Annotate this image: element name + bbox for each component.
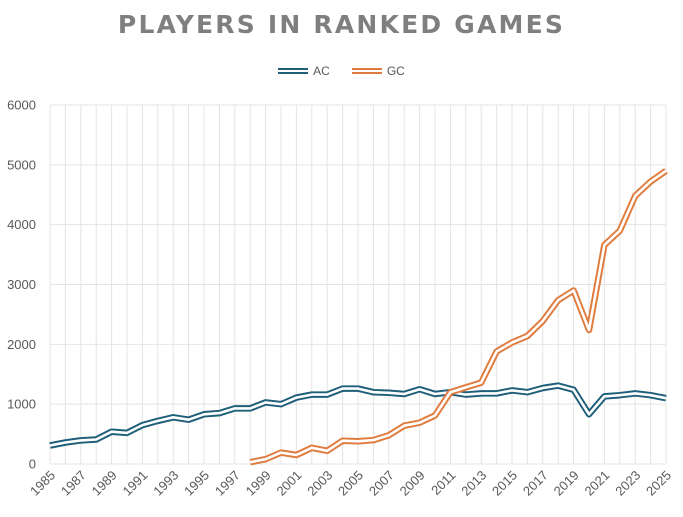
x-tick-label: 2003 bbox=[304, 468, 335, 499]
x-tick-label: 1987 bbox=[58, 468, 89, 499]
series-line-gc bbox=[249, 168, 668, 466]
x-tick-label: 2017 bbox=[520, 468, 551, 499]
legend-label-gc: GC bbox=[386, 64, 405, 78]
y-tick-label: 5000 bbox=[7, 157, 36, 172]
x-tick-label: 1999 bbox=[243, 468, 274, 499]
legend-item-gc: GC bbox=[351, 64, 405, 78]
x-tick-label: 2009 bbox=[397, 468, 428, 499]
legend: AC GC bbox=[0, 64, 683, 78]
series-line-inner-ac bbox=[49, 384, 667, 447]
x-tick-label: 2013 bbox=[458, 468, 489, 499]
series-line-inner-gc bbox=[249, 169, 667, 464]
y-tick-label: 1000 bbox=[7, 397, 36, 412]
x-tick-label: 2005 bbox=[335, 468, 366, 499]
x-tick-label: 1993 bbox=[150, 468, 181, 499]
x-tick-label: 1991 bbox=[119, 468, 150, 499]
x-tick-label: 1989 bbox=[89, 468, 120, 499]
chart-title: PLAYERS IN RANKED GAMES bbox=[117, 10, 566, 39]
x-tick-label: 2025 bbox=[643, 468, 674, 499]
legend-swatch-gc bbox=[351, 68, 382, 74]
x-tick-label: 1995 bbox=[181, 468, 212, 499]
x-tick-label: 2019 bbox=[551, 468, 582, 499]
legend-swatch-ac bbox=[278, 68, 309, 74]
x-tick-label: 1985 bbox=[27, 468, 58, 499]
x-tick-label: 2021 bbox=[581, 468, 612, 499]
x-tick-label: 2015 bbox=[489, 468, 520, 499]
x-tick-label: 2023 bbox=[612, 468, 643, 499]
y-tick-label: 0 bbox=[29, 457, 36, 472]
y-tick-label: 6000 bbox=[7, 98, 36, 113]
x-tick-label: 2001 bbox=[273, 468, 304, 499]
x-tick-label: 2007 bbox=[366, 468, 397, 499]
y-tick-label: 2000 bbox=[7, 337, 36, 352]
legend-label-ac: AC bbox=[313, 64, 330, 78]
y-tick-label: 4000 bbox=[7, 217, 36, 232]
y-tick-label: 3000 bbox=[7, 277, 36, 292]
x-tick-label: 2011 bbox=[428, 468, 458, 498]
x-tick-label: 1997 bbox=[212, 468, 243, 499]
legend-item-ac: AC bbox=[278, 64, 330, 78]
